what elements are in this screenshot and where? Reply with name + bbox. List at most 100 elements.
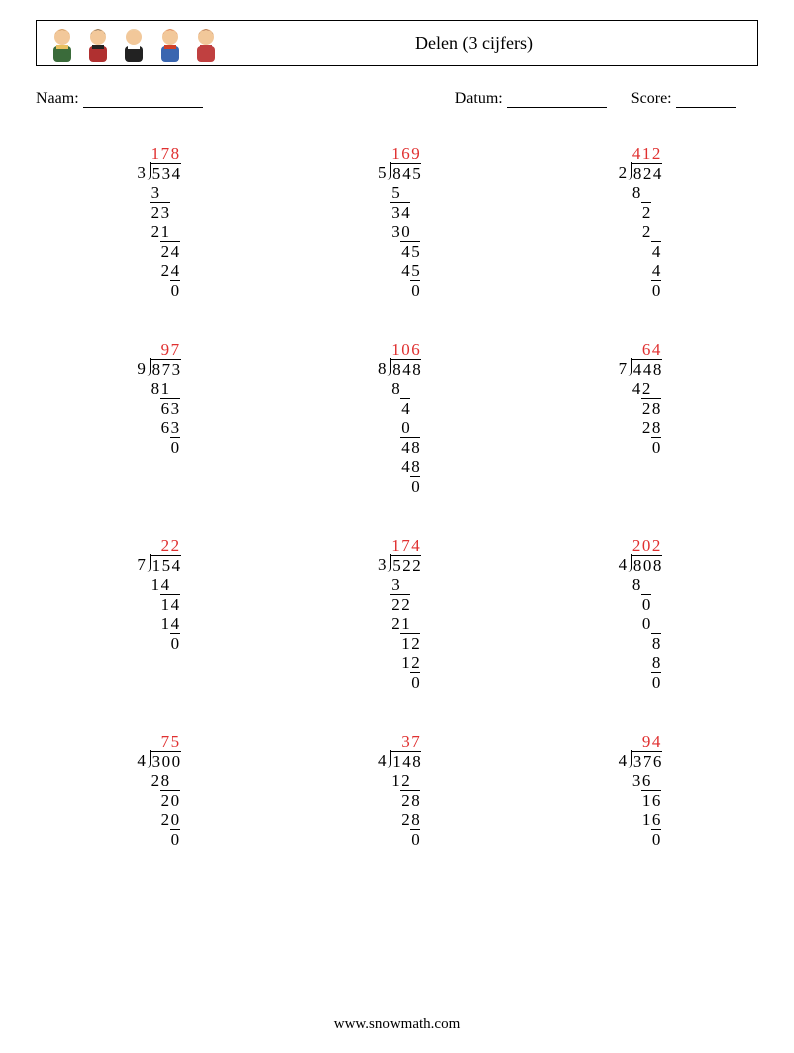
work-step: 0 <box>651 280 661 300</box>
meta-row: Naam: Datum: Score: <box>36 90 758 108</box>
work-step: 8 <box>631 183 641 202</box>
problem: 1695845 5 34 30 45 45 0 <box>277 144 518 300</box>
dividend: 148 <box>391 751 421 771</box>
person-casual-icon <box>191 24 221 62</box>
work-step: 0 <box>410 280 420 300</box>
work-step: 28 <box>641 418 661 437</box>
work-step: 16 <box>641 790 661 810</box>
quotient: 174 <box>390 536 420 555</box>
divisor: 4 <box>132 751 146 771</box>
work-step: 2 <box>641 222 651 241</box>
quotient: 94 <box>631 732 661 751</box>
work-step: 14 <box>150 575 170 594</box>
work-step: 30 <box>390 222 410 241</box>
quotient: 22 <box>150 536 180 555</box>
score-blank <box>676 93 736 108</box>
name-label: Naam: <box>36 90 79 107</box>
person-scarf-icon <box>47 24 77 62</box>
divisor: 9 <box>132 359 146 379</box>
date-label: Datum: <box>455 90 503 107</box>
work-step: 22 <box>390 594 410 614</box>
divisor: 7 <box>132 555 146 575</box>
work-step: 20 <box>160 810 180 829</box>
problem: 374148 12 28 28 0 <box>277 732 518 849</box>
work-step: 0 <box>651 672 661 692</box>
problem: 227154 14 14 14 0 <box>36 536 277 692</box>
work-step: 23 <box>150 202 170 222</box>
work-step: 12 <box>400 653 420 672</box>
problem: 1743522 3 22 21 12 12 0 <box>277 536 518 692</box>
dividend: 376 <box>632 751 662 771</box>
dividend: 808 <box>632 555 662 575</box>
dividend: 534 <box>151 163 181 183</box>
work-step: 0 <box>410 672 420 692</box>
work-step: 8 <box>651 633 661 653</box>
quotient: 97 <box>150 340 180 359</box>
work-step: 28 <box>400 790 420 810</box>
work-step: 16 <box>641 810 661 829</box>
work-step: 0 <box>410 829 420 849</box>
dividend: 824 <box>632 163 662 183</box>
work-step: 45 <box>400 261 420 280</box>
quotient: 178 <box>150 144 180 163</box>
name-blank <box>83 93 203 108</box>
quotient: 202 <box>631 536 661 555</box>
quotient: 37 <box>390 732 420 751</box>
work-step: 0 <box>170 437 180 457</box>
quotient: 64 <box>631 340 661 359</box>
work-step: 14 <box>160 594 180 614</box>
work-step: 3 <box>390 575 400 594</box>
work-step: 45 <box>400 241 420 261</box>
dividend: 848 <box>391 359 421 379</box>
dividend: 873 <box>151 359 181 379</box>
work-step: 0 <box>651 829 661 849</box>
work-step: 0 <box>641 614 651 633</box>
problem: 1068848 8 4 0 48 48 0 <box>277 340 518 496</box>
divisor: 7 <box>613 359 627 379</box>
work-step: 3 <box>150 183 160 202</box>
dividend: 300 <box>151 751 181 771</box>
work-step: 0 <box>651 437 661 457</box>
work-step: 63 <box>160 398 180 418</box>
divisor: 4 <box>372 751 386 771</box>
divisor: 8 <box>372 359 386 379</box>
work-step: 8 <box>631 575 641 594</box>
work-step: 8 <box>651 653 661 672</box>
work-step: 4 <box>651 261 661 280</box>
work-step: 4 <box>400 398 410 418</box>
problem: 2024808 8 0 0 8 8 0 <box>517 536 758 692</box>
work-step: 0 <box>170 829 180 849</box>
avatar-row <box>47 24 221 62</box>
work-step: 28 <box>400 810 420 829</box>
dividend: 522 <box>391 555 421 575</box>
work-step: 0 <box>400 418 410 437</box>
work-step: 2 <box>641 202 651 222</box>
divisor: 3 <box>372 555 386 575</box>
work-step: 21 <box>150 222 170 241</box>
work-step: 12 <box>390 771 410 790</box>
work-step: 36 <box>631 771 651 790</box>
problem: 944376 36 16 16 0 <box>517 732 758 849</box>
quotient: 75 <box>150 732 180 751</box>
work-step: 21 <box>390 614 410 633</box>
person-worker-icon <box>155 24 185 62</box>
footer-url: www.snowmath.com <box>0 1016 794 1033</box>
person-priest-icon <box>119 24 149 62</box>
work-step: 42 <box>631 379 651 398</box>
work-step: 28 <box>641 398 661 418</box>
work-step: 14 <box>160 614 180 633</box>
work-step: 0 <box>170 280 180 300</box>
dividend: 154 <box>151 555 181 575</box>
work-step: 0 <box>410 476 420 496</box>
divisor: 4 <box>613 555 627 575</box>
work-step: 8 <box>390 379 400 398</box>
work-step: 48 <box>400 457 420 476</box>
dividend: 448 <box>632 359 662 379</box>
work-step: 24 <box>160 241 180 261</box>
work-step: 24 <box>160 261 180 280</box>
divisor: 5 <box>372 163 386 183</box>
quotient: 412 <box>631 144 661 163</box>
divisor: 2 <box>613 163 627 183</box>
work-step: 5 <box>390 183 400 202</box>
date-blank <box>507 93 607 108</box>
